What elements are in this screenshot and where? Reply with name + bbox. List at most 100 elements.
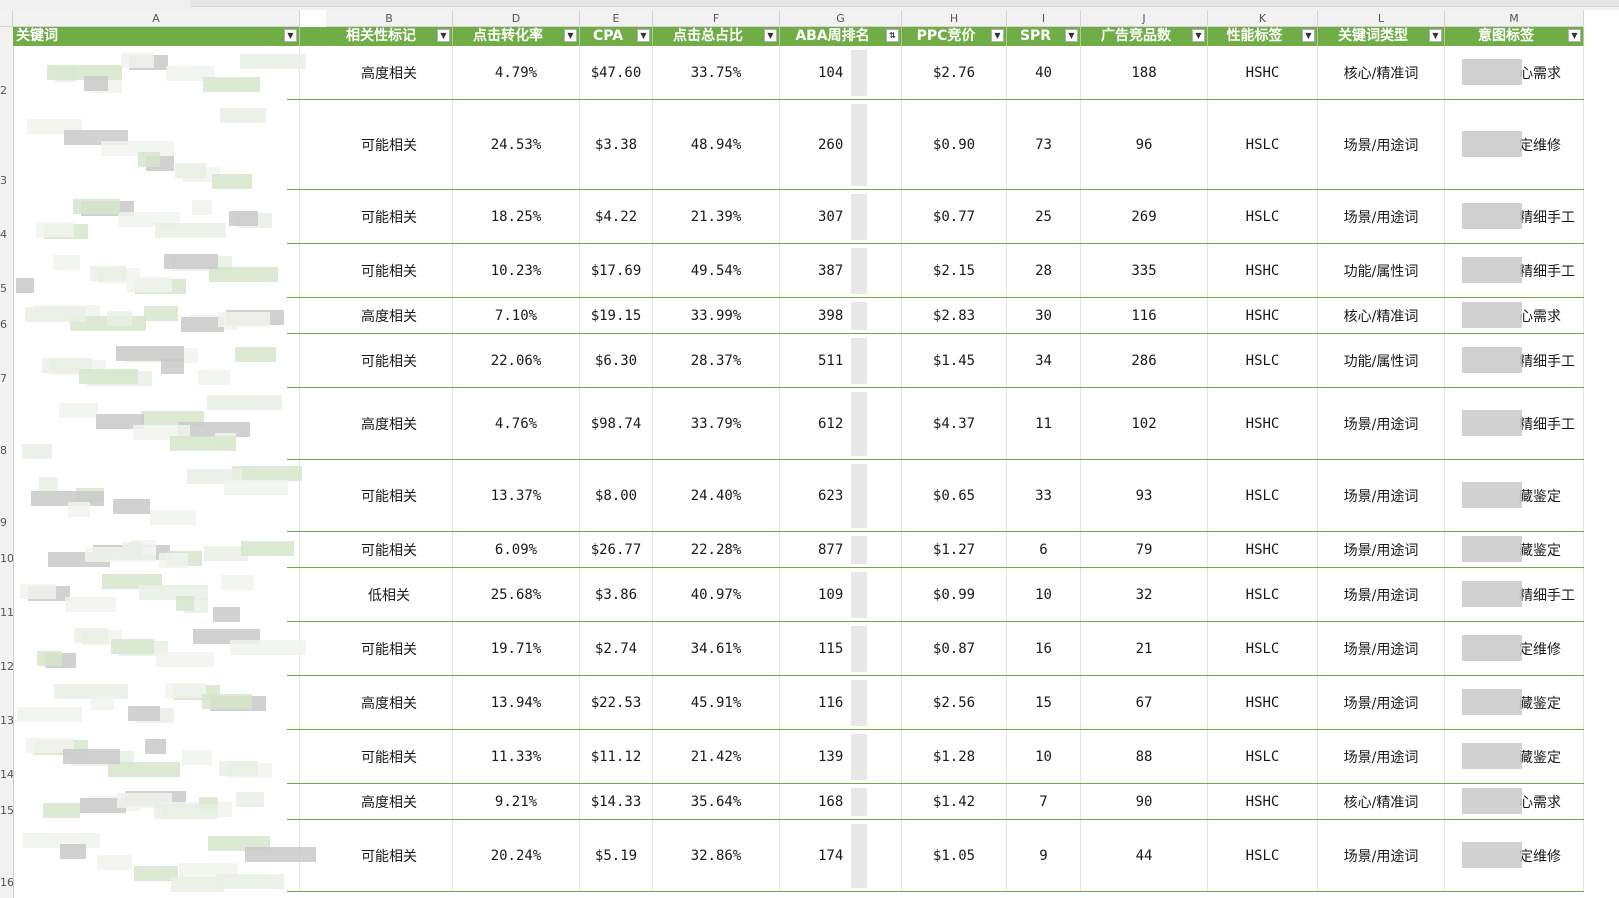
cell-spr[interactable]: 6 bbox=[1007, 532, 1081, 568]
cell-ppc[interactable]: $0.87 bbox=[902, 622, 1007, 676]
cell-ppc[interactable]: $0.90 bbox=[902, 100, 1007, 190]
cell-intent[interactable]: 藏鉴定 bbox=[1445, 532, 1584, 568]
cell-share[interactable]: 32.86% bbox=[653, 820, 780, 892]
cell-cpa[interactable]: $2.74 bbox=[580, 622, 653, 676]
cell-ctr[interactable]: 6.09% bbox=[453, 532, 580, 568]
cell-ppc[interactable]: $1.45 bbox=[902, 334, 1007, 388]
row-number[interactable]: 10 bbox=[0, 552, 13, 565]
cell-ctr[interactable]: 25.68% bbox=[453, 568, 580, 622]
cell-ppc[interactable]: $1.27 bbox=[902, 532, 1007, 568]
header-cell-k[interactable]: 性能标签 ▼ bbox=[1208, 27, 1318, 46]
cell-ads[interactable]: 44 bbox=[1081, 820, 1208, 892]
filter-dropdown-icon[interactable]: ▼ bbox=[991, 29, 1004, 42]
cell-ppc[interactable]: $2.15 bbox=[902, 244, 1007, 298]
cell-aba[interactable]: 139 bbox=[780, 730, 902, 784]
cell-share[interactable]: 21.39% bbox=[653, 190, 780, 244]
cell-perf[interactable]: HSHC bbox=[1208, 46, 1318, 100]
cell-type[interactable]: 核心/精准词 bbox=[1318, 46, 1445, 100]
cell-ppc[interactable]: $2.76 bbox=[902, 46, 1007, 100]
header-cell-a[interactable]: 关键词 ▼ bbox=[13, 27, 300, 46]
cell-ctr[interactable]: 11.33% bbox=[453, 730, 580, 784]
cell-cpa[interactable]: $5.19 bbox=[580, 820, 653, 892]
keyword-cell-redacted[interactable] bbox=[13, 784, 300, 820]
filter-dropdown-icon[interactable]: ▼ bbox=[637, 29, 650, 42]
keyword-cell-redacted[interactable] bbox=[13, 46, 300, 100]
cell-relevance[interactable]: 可能相关 bbox=[326, 100, 453, 190]
keyword-cell-redacted[interactable] bbox=[13, 334, 300, 388]
cell-ads[interactable]: 96 bbox=[1081, 100, 1208, 190]
cell-intent[interactable]: 心需求 bbox=[1445, 298, 1584, 334]
cell-ads[interactable]: 79 bbox=[1081, 532, 1208, 568]
cell-ctr[interactable]: 9.21% bbox=[453, 784, 580, 820]
cell-ctr[interactable]: 7.10% bbox=[453, 298, 580, 334]
cell-aba[interactable]: 623 bbox=[780, 460, 902, 532]
cell-perf[interactable]: HSLC bbox=[1208, 622, 1318, 676]
cell-ads[interactable]: 21 bbox=[1081, 622, 1208, 676]
header-cell-b[interactable]: 相关性标记 ▼ bbox=[326, 27, 453, 46]
cell-perf[interactable]: HSLC bbox=[1208, 820, 1318, 892]
cell-perf[interactable]: HSLC bbox=[1208, 730, 1318, 784]
cell-cpa[interactable]: $98.74 bbox=[580, 388, 653, 460]
cell-spr[interactable]: 34 bbox=[1007, 334, 1081, 388]
cell-aba[interactable]: 168 bbox=[780, 784, 902, 820]
cell-perf[interactable]: HSLC bbox=[1208, 100, 1318, 190]
cell-aba[interactable]: 877 bbox=[780, 532, 902, 568]
cell-intent[interactable]: 藏鉴定 bbox=[1445, 676, 1584, 730]
cell-perf[interactable]: HSLC bbox=[1208, 334, 1318, 388]
cell-type[interactable]: 核心/精准词 bbox=[1318, 784, 1445, 820]
row-number[interactable]: 2 bbox=[0, 84, 7, 97]
cell-ctr[interactable]: 4.79% bbox=[453, 46, 580, 100]
cell-aba[interactable]: 307 bbox=[780, 190, 902, 244]
cell-ads[interactable]: 269 bbox=[1081, 190, 1208, 244]
cell-type[interactable]: 场景/用途词 bbox=[1318, 730, 1445, 784]
row-number[interactable]: 15 bbox=[0, 804, 13, 817]
header-cell-g[interactable]: ABA周排名 ⇅ bbox=[780, 27, 902, 46]
cell-share[interactable]: 33.75% bbox=[653, 46, 780, 100]
cell-spr[interactable]: 10 bbox=[1007, 730, 1081, 784]
cell-relevance[interactable]: 可能相关 bbox=[326, 820, 453, 892]
cell-ppc[interactable]: $1.05 bbox=[902, 820, 1007, 892]
cell-type[interactable]: 场景/用途词 bbox=[1318, 532, 1445, 568]
cell-ppc[interactable]: $0.77 bbox=[902, 190, 1007, 244]
keyword-cell-redacted[interactable] bbox=[13, 100, 300, 190]
cell-spr[interactable]: 10 bbox=[1007, 568, 1081, 622]
column-letter-g[interactable]: G bbox=[780, 10, 902, 27]
cell-perf[interactable]: HSHC bbox=[1208, 244, 1318, 298]
cell-ads[interactable]: 116 bbox=[1081, 298, 1208, 334]
row-number[interactable]: 4 bbox=[0, 228, 7, 241]
cell-share[interactable]: 34.61% bbox=[653, 622, 780, 676]
cell-type[interactable]: 场景/用途词 bbox=[1318, 190, 1445, 244]
cell-ctr[interactable]: 22.06% bbox=[453, 334, 580, 388]
cell-ctr[interactable]: 19.71% bbox=[453, 622, 580, 676]
cell-ppc[interactable]: $1.28 bbox=[902, 730, 1007, 784]
formula-bar[interactable] bbox=[190, 0, 1619, 7]
cell-intent[interactable]: 精细手工 bbox=[1445, 244, 1584, 298]
keyword-cell-redacted[interactable] bbox=[13, 568, 300, 622]
cell-intent[interactable]: 精细手工 bbox=[1445, 190, 1584, 244]
cell-spr[interactable]: 11 bbox=[1007, 388, 1081, 460]
cell-relevance[interactable]: 可能相关 bbox=[326, 622, 453, 676]
sort-filter-icon[interactable]: ⇅ bbox=[886, 29, 899, 42]
cell-cpa[interactable]: $8.00 bbox=[580, 460, 653, 532]
cell-share[interactable]: 33.79% bbox=[653, 388, 780, 460]
cell-perf[interactable]: HSHC bbox=[1208, 388, 1318, 460]
cell-ctr[interactable]: 13.37% bbox=[453, 460, 580, 532]
cell-share[interactable]: 24.40% bbox=[653, 460, 780, 532]
cell-relevance[interactable]: 高度相关 bbox=[326, 676, 453, 730]
cell-aba[interactable]: 104 bbox=[780, 46, 902, 100]
keyword-cell-redacted[interactable] bbox=[13, 388, 300, 460]
cell-ads[interactable]: 90 bbox=[1081, 784, 1208, 820]
cell-perf[interactable]: HSLC bbox=[1208, 460, 1318, 532]
filter-dropdown-icon[interactable]: ▼ bbox=[1568, 29, 1581, 42]
cell-cpa[interactable]: $11.12 bbox=[580, 730, 653, 784]
cell-intent[interactable]: 定维修 bbox=[1445, 100, 1584, 190]
cell-cpa[interactable]: $22.53 bbox=[580, 676, 653, 730]
column-letter-i[interactable]: I bbox=[1007, 10, 1081, 27]
cell-type[interactable]: 功能/属性词 bbox=[1318, 244, 1445, 298]
cell-relevance[interactable]: 可能相关 bbox=[326, 334, 453, 388]
cell-ctr[interactable]: 20.24% bbox=[453, 820, 580, 892]
cell-ppc[interactable]: $2.56 bbox=[902, 676, 1007, 730]
cell-cpa[interactable]: $6.30 bbox=[580, 334, 653, 388]
cell-spr[interactable]: 73 bbox=[1007, 100, 1081, 190]
cell-spr[interactable]: 15 bbox=[1007, 676, 1081, 730]
